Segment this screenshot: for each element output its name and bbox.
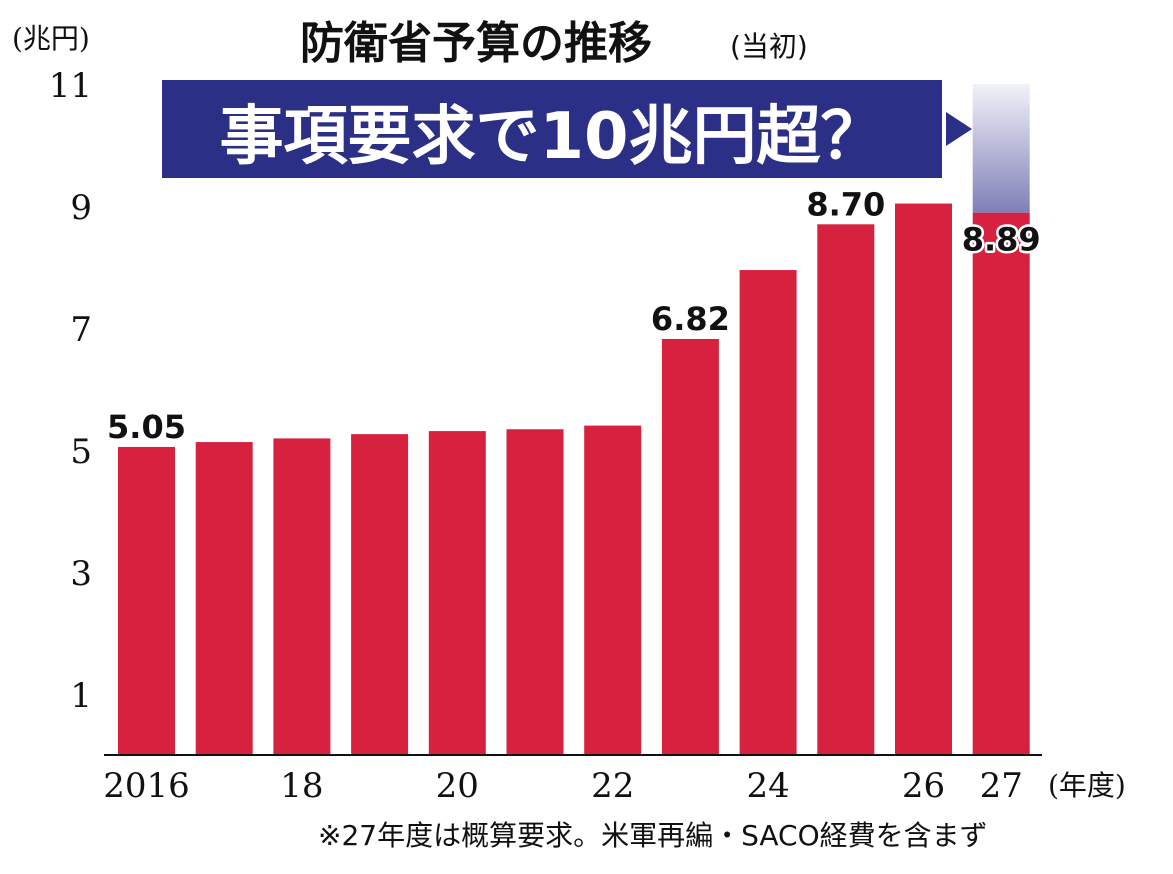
bar-23 — [661, 338, 719, 755]
bar-18 — [273, 438, 331, 755]
x-axis-unit-label: (年度) — [1048, 769, 1126, 802]
bar-25 — [817, 224, 875, 756]
data-labels: 5.05 6.82 8.70 8.89 — [107, 185, 1043, 446]
bar-19 — [351, 434, 409, 755]
chart-title-suffix: (当初) — [730, 30, 808, 63]
bars — [118, 203, 1030, 756]
budget-request-projection — [972, 84, 1030, 213]
y-axis-unit-label: (兆円) — [12, 22, 90, 55]
y-tick-label: 11 — [49, 66, 92, 106]
x-tick-label: 26 — [902, 766, 945, 806]
request-projection-bar — [972, 84, 1030, 213]
bar-17 — [195, 442, 253, 755]
banner-pointer-arrow — [946, 112, 972, 146]
bar-24 — [739, 270, 797, 755]
banner: 事項要求で10兆円超？ — [162, 80, 972, 178]
x-tick-label: 2016 — [103, 766, 190, 806]
x-tick-label: 22 — [591, 766, 634, 806]
bar-26 — [895, 203, 952, 755]
data-label-27: 8.89 — [962, 221, 1041, 259]
data-label-2016: 5.05 — [107, 408, 186, 446]
x-tick-labels: 2016 18 20 22 24 26 27 — [103, 766, 1023, 806]
data-label-23: 6.82 — [651, 300, 730, 338]
chart-title: 防衛省予算の推移 — [300, 18, 652, 69]
data-label-25: 8.70 — [806, 185, 885, 223]
x-tick-label: 20 — [436, 766, 479, 806]
banner-background — [162, 80, 942, 178]
banner-text: 事項要求で10兆円超？ — [219, 100, 884, 174]
y-tick-labels: 1 3 5 7 9 11 — [49, 66, 92, 716]
y-tick-label: 9 — [70, 188, 92, 228]
y-tick-label: 7 — [70, 310, 92, 350]
bar-20 — [428, 431, 486, 755]
x-tick-label: 24 — [746, 766, 789, 806]
y-tick-label: 1 — [70, 676, 92, 716]
footnote: ※27年度は概算要求。米軍再編・SACO経費を含まず — [318, 819, 988, 852]
bar-21 — [506, 429, 564, 755]
x-tick-label: 18 — [280, 766, 323, 806]
x-tick-label: 27 — [980, 766, 1023, 806]
y-tick-label: 3 — [70, 554, 92, 594]
bar-27 — [972, 212, 1030, 755]
bar-22 — [584, 425, 642, 755]
bar-2016 — [118, 446, 175, 755]
y-tick-label: 5 — [70, 432, 92, 472]
